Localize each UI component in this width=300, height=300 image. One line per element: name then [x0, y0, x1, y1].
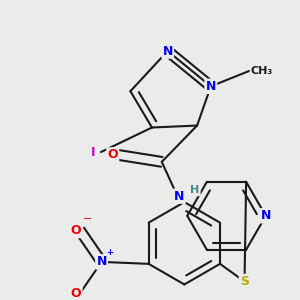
Text: +: + [106, 248, 113, 256]
Text: I: I [91, 146, 95, 158]
Text: −: − [83, 214, 92, 224]
Text: N: N [174, 190, 184, 203]
Text: S: S [240, 275, 249, 288]
Text: O: O [107, 148, 118, 161]
Text: N: N [163, 44, 173, 58]
Text: N: N [96, 255, 107, 268]
Text: CH₃: CH₃ [251, 66, 273, 76]
Text: O: O [71, 287, 81, 300]
Text: H: H [190, 185, 200, 195]
Text: N: N [206, 80, 216, 93]
Text: N: N [261, 209, 271, 222]
Text: O: O [71, 224, 81, 237]
